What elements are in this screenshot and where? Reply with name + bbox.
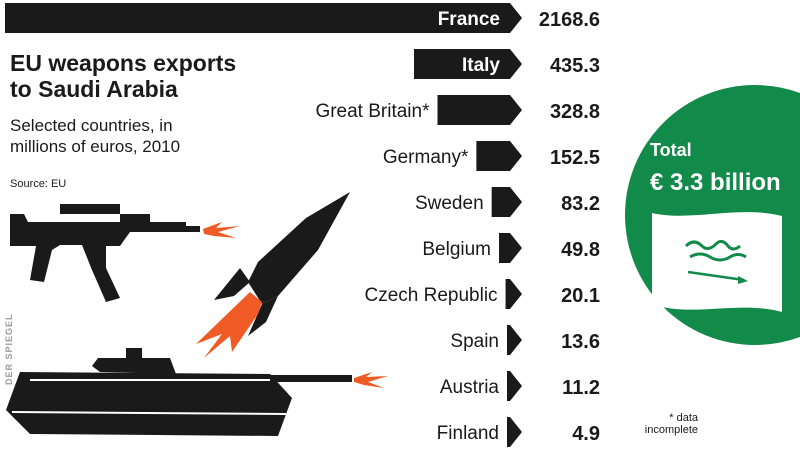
- category-label-germany: Germany*: [383, 147, 469, 168]
- category-label-great-britain: Great Britain*: [315, 101, 430, 122]
- title-line-2: to Saudi Arabia: [10, 76, 178, 102]
- value-label-czech-republic: 20.1: [561, 285, 600, 307]
- source-note: Source: EU: [10, 178, 67, 190]
- bar-germany: [476, 141, 522, 171]
- total-value: € 3.3 billion: [650, 169, 781, 196]
- value-label-great-britain: 328.8: [550, 101, 600, 123]
- assault-rifle-icon: [10, 204, 200, 302]
- saudi-flag-icon: [652, 212, 782, 312]
- value-label-germany: 152.5: [550, 147, 600, 169]
- category-label-austria: Austria: [440, 377, 500, 398]
- title-line-1: EU weapons exports: [10, 50, 237, 76]
- bar-austria: [507, 371, 522, 401]
- category-label-finland: Finland: [437, 423, 499, 444]
- subtitle: Selected countries, in millions of euros…: [10, 115, 180, 157]
- bar-italy: [414, 49, 522, 79]
- rifle-muzzle-flash: [203, 222, 240, 238]
- category-label-sweden: Sweden: [415, 193, 484, 214]
- tank-muzzle-flash: [354, 372, 388, 388]
- category-label-czech-republic: Czech Republic: [364, 285, 497, 306]
- total-label: Total: [650, 140, 692, 160]
- footnote-line-1: * data: [669, 412, 698, 424]
- value-label-italy: 435.3: [550, 55, 600, 77]
- category-label-france: France: [438, 9, 500, 30]
- category-label-belgium: Belgium: [422, 239, 491, 260]
- footnote-line-2: incomplete: [644, 424, 698, 436]
- value-label-france: 2168.6: [539, 9, 600, 31]
- value-label-spain: 13.6: [561, 331, 600, 353]
- saudi-flag-emblem: [684, 239, 748, 284]
- bar-czech-republic: [505, 279, 522, 309]
- subtitle-line-1: Selected countries, in: [10, 116, 173, 135]
- footnote: * data incomplete: [632, 412, 698, 436]
- bar-chart: France 2168.6 Italy 435.3 Great Britain* 328.…: [5, 3, 600, 447]
- value-label-sweden: 83.2: [561, 193, 600, 215]
- value-label-austria: 11.2: [562, 377, 600, 399]
- value-label-finland: 4.9: [572, 423, 600, 445]
- tank-icon: [6, 348, 352, 436]
- publisher-credit: DER SPIEGEL: [4, 313, 14, 385]
- bar-finland: [507, 417, 522, 447]
- bar-sweden: [491, 187, 522, 217]
- bar-france: [5, 3, 522, 33]
- bar-belgium: [499, 233, 522, 263]
- missile-icon: [214, 192, 350, 336]
- value-label-belgium: 49.8: [561, 239, 600, 261]
- category-label-spain: Spain: [450, 331, 499, 352]
- category-label-italy: Italy: [462, 55, 500, 76]
- missile-exhaust-flame: [196, 292, 262, 358]
- page-title: EU weapons exports to Saudi Arabia: [10, 50, 236, 102]
- bar-spain: [507, 325, 522, 355]
- subtitle-line-2: millions of euros, 2010: [10, 137, 181, 156]
- bar-great-britain: [437, 95, 522, 125]
